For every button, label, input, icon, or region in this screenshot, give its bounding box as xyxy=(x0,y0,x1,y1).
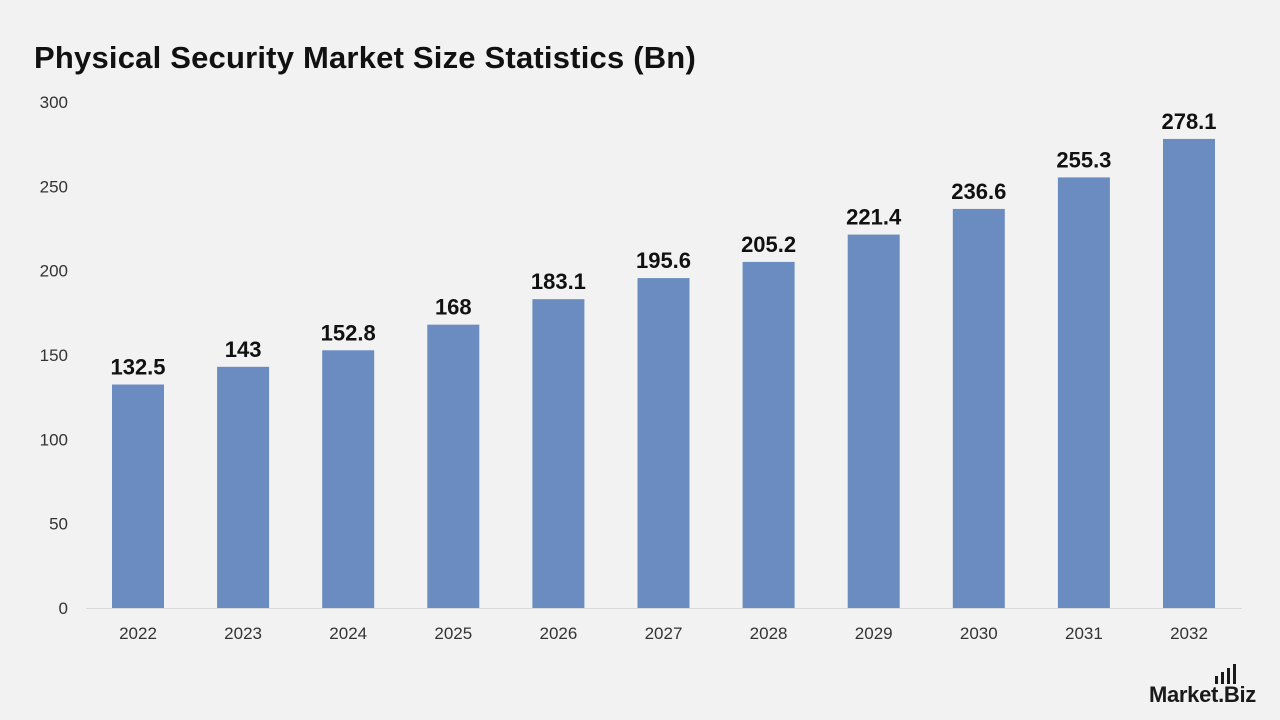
bar-2030 xyxy=(952,208,1005,608)
x-tick-label: 2023 xyxy=(224,624,262,643)
bar-signal-icon xyxy=(1214,664,1236,684)
x-tick-label: 2022 xyxy=(119,624,157,643)
x-tick-label: 2024 xyxy=(329,624,367,643)
bar-2025 xyxy=(427,324,480,608)
bar-2027 xyxy=(637,278,690,608)
data-label: 205.2 xyxy=(741,232,796,257)
y-tick-label: 300 xyxy=(40,93,68,112)
bar-2022 xyxy=(112,384,164,608)
x-tick-label: 2030 xyxy=(960,624,998,643)
data-label: 143 xyxy=(225,337,262,362)
bar-2032 xyxy=(1163,138,1215,609)
data-label: 168 xyxy=(435,295,472,320)
x-tick-label: 2028 xyxy=(750,624,788,643)
brand-logo: Market.Biz xyxy=(1148,664,1256,708)
data-label: 152.8 xyxy=(321,320,376,345)
data-label: 278.1 xyxy=(1161,109,1216,134)
data-label: 195.6 xyxy=(636,248,691,273)
data-label: 132.5 xyxy=(110,355,165,380)
x-tick-label: 2027 xyxy=(645,624,683,643)
bar-2023 xyxy=(217,366,270,608)
bar-2029 xyxy=(847,234,900,608)
data-label: 236.6 xyxy=(951,179,1006,204)
bar-2026 xyxy=(532,299,585,608)
data-label: 255.3 xyxy=(1056,147,1111,172)
chart-title: Physical Security Market Size Statistics… xyxy=(34,40,696,75)
x-tick-label: 2026 xyxy=(539,624,577,643)
x-tick-label: 2029 xyxy=(855,624,893,643)
bar-2031 xyxy=(1057,177,1110,609)
y-tick-label: 250 xyxy=(40,177,68,196)
x-tick-label: 2025 xyxy=(434,624,472,643)
data-label: 183.1 xyxy=(531,269,586,294)
y-tick-label: 100 xyxy=(40,430,68,449)
logo-text: Market.Biz xyxy=(1148,682,1256,707)
x-tick-label: 2032 xyxy=(1170,624,1208,643)
y-tick-label: 150 xyxy=(40,346,68,365)
bar-2028 xyxy=(742,261,795,608)
bar-2024 xyxy=(322,350,375,608)
x-tick-label: 2031 xyxy=(1065,624,1103,643)
y-tick-label: 0 xyxy=(59,599,68,618)
y-tick-label: 50 xyxy=(49,515,68,534)
y-tick-label: 200 xyxy=(40,262,68,281)
data-label: 221.4 xyxy=(846,205,902,230)
